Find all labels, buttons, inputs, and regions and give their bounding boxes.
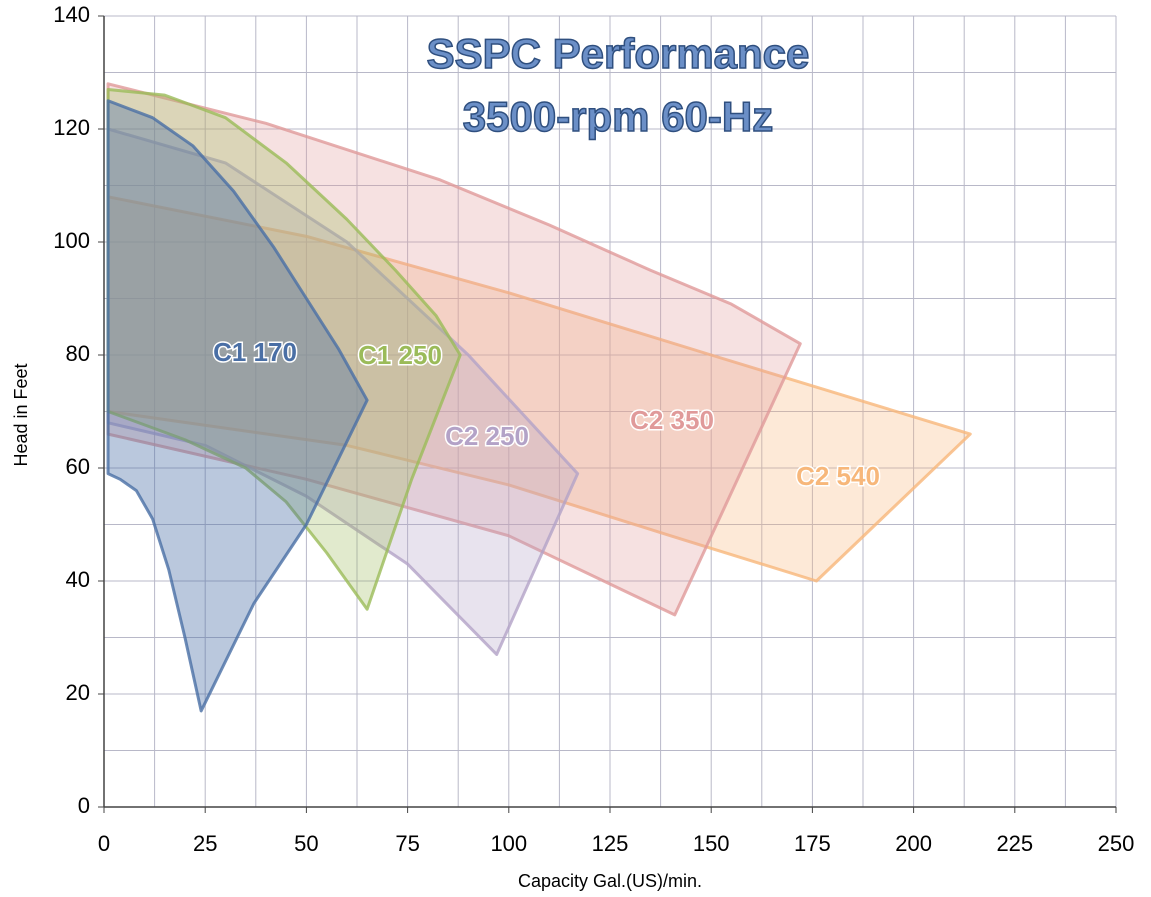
x-tick-label: 250: [1098, 831, 1135, 856]
chart-title: SSPC Performance: [427, 30, 810, 77]
series-label: C2 250: [445, 421, 529, 451]
x-tick-label: 225: [996, 831, 1033, 856]
y-axis-label: Head in Feet: [11, 363, 31, 466]
series-label: C2 350: [630, 405, 714, 435]
y-tick-label: 40: [66, 567, 90, 592]
series-label: C2 540: [796, 461, 880, 491]
x-tick-label: 150: [693, 831, 730, 856]
chart-subtitle: 3500-rpm 60-Hz: [463, 93, 773, 140]
series-label: C1 250: [358, 340, 442, 370]
performance-area: [106, 195, 972, 583]
x-tick-label: 175: [794, 831, 831, 856]
y-tick-label: 0: [78, 793, 90, 818]
x-tick-label: 0: [98, 831, 110, 856]
y-tick-label: 100: [53, 228, 90, 253]
y-tick-label: 20: [66, 680, 90, 705]
x-tick-label: 25: [193, 831, 217, 856]
performance-area: [106, 87, 462, 611]
x-tick-label: 50: [294, 831, 318, 856]
y-tick-label: 120: [53, 115, 90, 140]
performance-area: [106, 127, 580, 656]
performance-area: [106, 99, 369, 713]
x-tick-label: 75: [395, 831, 419, 856]
y-tick-label: 140: [53, 2, 90, 27]
y-tick-label: 80: [66, 341, 90, 366]
performance-area: [106, 82, 802, 617]
x-tick-label: 100: [490, 831, 527, 856]
y-tick-label: 60: [66, 454, 90, 479]
x-tick-label: 200: [895, 831, 932, 856]
x-axis-label: Capacity Gal.(US)/min.: [518, 871, 702, 891]
x-tick-label: 125: [592, 831, 629, 856]
series-label: C1 170: [213, 337, 297, 367]
